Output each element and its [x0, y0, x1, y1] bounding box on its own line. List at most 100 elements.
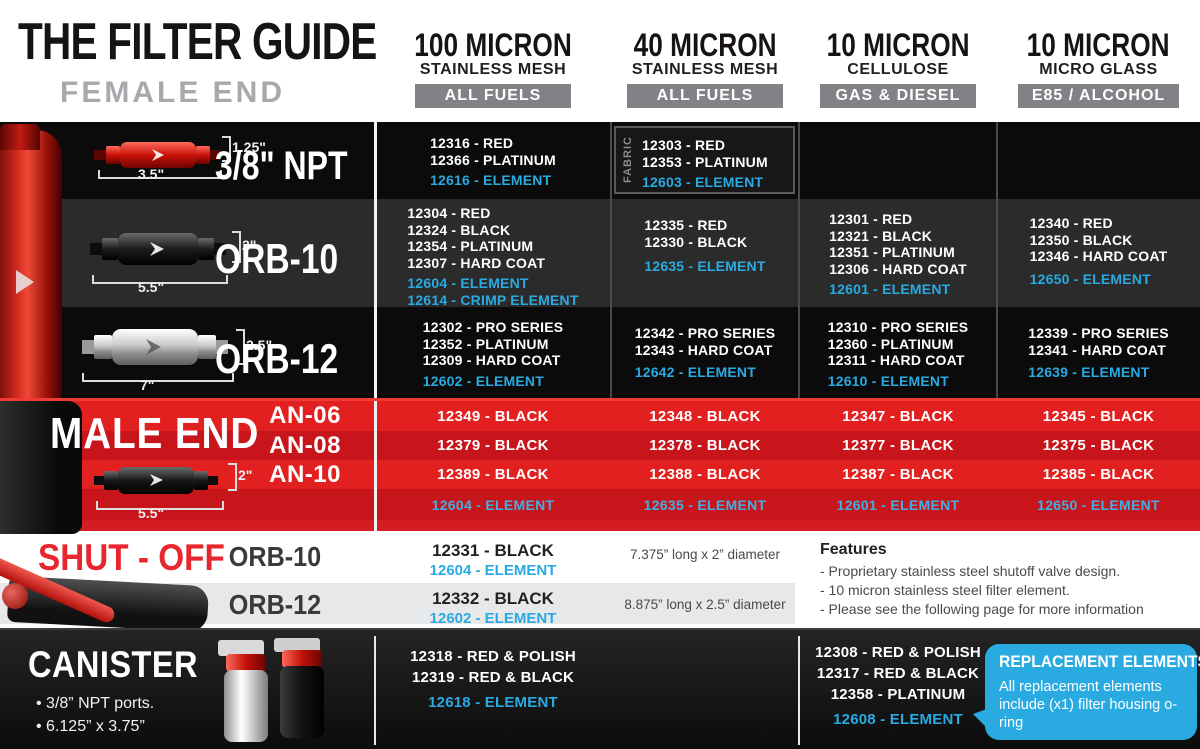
- port-label: 3/8" NPT: [215, 144, 348, 188]
- height-dimension: 2": [238, 467, 253, 483]
- size-note: 8.875” long x 2.5” diameter: [624, 597, 786, 612]
- part-number: 12332 - BLACK: [432, 589, 554, 608]
- row-orb10: 2" 5.5" ORB-10 12304 - RED 12324 - BLACK 1…: [0, 199, 1200, 308]
- micron-rating: 100 MICRON: [414, 27, 572, 63]
- canister-heading: CANISTER: [28, 644, 198, 685]
- part-number: 12354 - PLATINUM: [407, 238, 534, 254]
- dimension-line: [82, 373, 234, 382]
- column-header-40-micron: 40 MICRON STAINLESS MESH ALL FUELS: [611, 27, 799, 108]
- element-list: 12608 - ELEMENT: [799, 709, 997, 730]
- element-list: 12650 - ELEMENT: [1030, 271, 1168, 288]
- column-header-10-micron-cellulose: 10 MICRON CELLULOSE GAS & DIESEL: [799, 29, 997, 108]
- dimension-line: [232, 231, 241, 263]
- part-number: 12330 - BLACK: [644, 233, 748, 250]
- column-header-10-micron-glass: 10 MICRON MICRO GLASS E85 / ALCOHOL: [997, 27, 1200, 108]
- spec-bullet: • 6.125” x 3.75”: [36, 718, 145, 735]
- part-list: 12342 - PRO SERIES 12343 - HARD COAT: [635, 325, 776, 358]
- element-list: 12603 - ELEMENT: [642, 174, 768, 191]
- canister-section: CANISTER • 3/8” NPT ports. • 6.125” x 3.7…: [0, 628, 1200, 749]
- part-list: 12340 - RED 12350 - BLACK 12346 - HARD COA…: [1030, 215, 1168, 265]
- shut-off-heading: SHUT - OFF: [38, 537, 225, 578]
- part-number: 12324 - BLACK: [407, 221, 511, 238]
- row-an06: AN-06 12349 - BLACK 12348 - BLACK 12347 …: [0, 401, 1200, 431]
- part-number: 12302 - PRO SERIES: [422, 319, 564, 335]
- part-number: 12379 - BLACK: [437, 437, 549, 454]
- part-number: 12306 - HARD COAT: [829, 260, 967, 277]
- part-list: 12339 - PRO SERIES 12341 - HARD COAT: [1028, 325, 1169, 358]
- shut-off-section: SHUT - OFF ORB-10 12331 - BLACK 12604 - …: [0, 531, 1200, 628]
- part-number: 12343 - HARD COAT: [634, 341, 773, 358]
- media-type: MICRO GLASS: [1039, 61, 1158, 78]
- callout-body: All replacement elements include (x1) fi…: [999, 679, 1178, 731]
- row-orb12: 2.5" 7" ORB-12 12302 - PRO SERIES 12352 -…: [0, 307, 1200, 398]
- divider: [374, 636, 376, 745]
- part-number: 12321 - BLACK: [829, 227, 933, 244]
- element-list: 12635 - ELEMENT: [644, 258, 765, 275]
- element-number: 12602 - ELEMENT: [422, 372, 544, 389]
- parts-cell: 12318 - RED & POLISH 12319 - RED & BLACK …: [375, 646, 611, 713]
- parts-cell: 12301 - RED 12321 - BLACK 12351 - PLATINUM…: [799, 199, 997, 307]
- male-end-heading: MALE END: [50, 409, 260, 458]
- part-number: 12348 - BLACK: [649, 407, 761, 425]
- features-list: - Proprietary stainless steel shutoff va…: [820, 562, 1144, 619]
- element-number: 12639 - ELEMENT: [1028, 364, 1150, 380]
- part-number: 12377 - BLACK: [842, 437, 954, 454]
- media-type: STAINLESS MESH: [419, 61, 567, 78]
- callout-title: REPLACEMENT ELEMENTS: [999, 653, 1200, 671]
- length-dimension: 5.5": [138, 505, 165, 521]
- dimension-line: [236, 329, 245, 365]
- element-number: 12650 - ELEMENT: [1037, 496, 1160, 513]
- parts-cell: 12308 - RED & POLISH 12317 - RED & BLACK 1…: [799, 642, 997, 730]
- part-list: 12303 - RED 12353 - PLATINUM: [642, 137, 768, 170]
- chrome-inline-filter-icon: [82, 329, 228, 365]
- part-number: 12389 - BLACK: [437, 466, 549, 483]
- micron-rating: 40 MICRON: [633, 27, 777, 63]
- parts-cell: 12339 - PRO SERIES 12341 - HARD COAT 1263…: [997, 307, 1200, 398]
- part-list: 12302 - PRO SERIES 12352 - PLATINUM 12309 …: [423, 319, 564, 369]
- part-number: 12352 - PLATINUM: [422, 335, 549, 352]
- port-label: ORB-10: [228, 541, 322, 572]
- part-number: 12347 - BLACK: [842, 407, 954, 425]
- micron-rating: 10 MICRON: [1027, 27, 1170, 63]
- part-number: 12351 - PLATINUM: [829, 244, 955, 260]
- length-dimension: 7": [140, 377, 155, 393]
- row-an08: AN-08 12379 - BLACK 12378 - BLACK 12377 …: [0, 431, 1200, 460]
- spec-bullet: • 3/8” NPT ports.: [36, 695, 155, 712]
- black-fitting-product-image: [0, 401, 82, 534]
- element-list: 12602 - ELEMENT: [423, 373, 564, 390]
- part-number: 12342 - PRO SERIES: [634, 325, 776, 341]
- part-number: 12309 - HARD COAT: [422, 352, 561, 368]
- length-dimension: 5.5": [138, 279, 165, 295]
- element-number: 12601 - ELEMENT: [836, 496, 960, 513]
- element-number: 12650 - ELEMENT: [1029, 270, 1151, 287]
- element-number: 12604 - ELEMENT: [429, 562, 557, 579]
- divider: [798, 636, 800, 745]
- element-number: 12604 - ELEMENT: [431, 496, 555, 513]
- red-filter-product-image: [0, 124, 62, 398]
- male-end-section: MALE END 2" 5.5" AN-06 12349 - BLACK 123…: [0, 398, 1200, 534]
- fuel-badge: GAS & DIESEL: [820, 84, 976, 108]
- part-number: 12358 - PLATINUM: [830, 686, 966, 703]
- size-note: 7.375” long x 2” diameter: [629, 547, 781, 562]
- part-number: 12303 - RED: [642, 137, 726, 153]
- part-number: 12316 - RED: [430, 135, 514, 151]
- part-list: 12316 - RED 12366 - PLATINUM: [430, 135, 556, 168]
- part-number: 12360 - PLATINUM: [827, 335, 954, 352]
- element-number: 12635 - ELEMENT: [643, 496, 767, 513]
- parts-cell: 12335 - RED 12330 - BLACK 12635 - ELEMENT: [611, 199, 799, 307]
- parts-cell: 12340 - RED 12350 - BLACK 12346 - HARD COA…: [997, 199, 1200, 307]
- port-label: ORB-12: [228, 589, 322, 620]
- height-dimension: 1.25": [232, 139, 266, 155]
- an-size-label: AN-08: [269, 432, 341, 459]
- part-number: 12349 - BLACK: [437, 407, 549, 425]
- element-number: 12635 - ELEMENT: [644, 258, 766, 274]
- empty-cell: [997, 122, 1200, 199]
- part-number: 12308 - RED & POLISH: [815, 644, 981, 661]
- divider: [374, 401, 377, 531]
- part-number: 12319 - RED & BLACK: [411, 669, 575, 686]
- parts-cell: 12302 - PRO SERIES 12352 - PLATINUM 12309 …: [375, 307, 611, 398]
- part-number: 12341 - HARD COAT: [1028, 341, 1166, 358]
- female-end-heading: FEMALE END: [60, 76, 285, 109]
- page-title: THE FILTER GUIDE: [18, 13, 377, 71]
